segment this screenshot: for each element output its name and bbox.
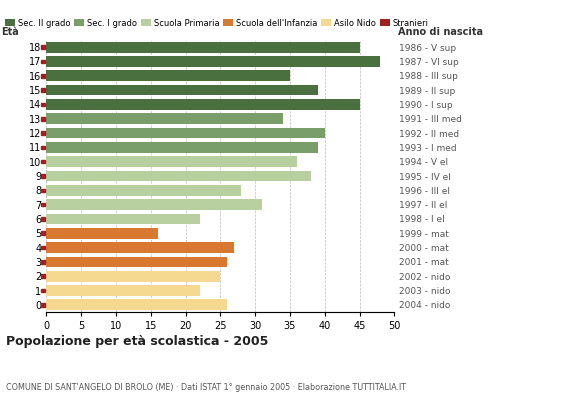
Bar	[41, 174, 45, 178]
Bar	[46, 171, 311, 181]
Bar	[41, 203, 45, 206]
Bar	[46, 228, 158, 239]
Bar	[41, 246, 45, 249]
Bar	[41, 217, 45, 221]
Bar	[46, 271, 220, 282]
Bar	[46, 285, 200, 296]
Bar	[41, 160, 45, 164]
Bar	[41, 117, 45, 120]
Bar	[46, 300, 227, 310]
Text: Anno di nascita: Anno di nascita	[398, 27, 483, 37]
Bar	[41, 88, 45, 92]
Bar	[46, 99, 360, 110]
Text: Età: Età	[1, 27, 19, 37]
Bar	[46, 70, 290, 81]
Bar	[46, 85, 318, 96]
Bar	[41, 74, 45, 78]
Bar	[41, 103, 45, 106]
Bar	[41, 260, 45, 264]
Bar	[46, 142, 318, 153]
Text: COMUNE DI SANT'ANGELO DI BROLO (ME) · Dati ISTAT 1° gennaio 2005 · Elaborazione : COMUNE DI SANT'ANGELO DI BROLO (ME) · Da…	[6, 383, 406, 392]
Bar	[41, 232, 45, 235]
Bar	[41, 274, 45, 278]
Text: Popolazione per età scolastica - 2005: Popolazione per età scolastica - 2005	[6, 335, 268, 348]
Bar	[46, 242, 234, 253]
Bar	[41, 131, 45, 135]
Bar	[46, 128, 325, 138]
Bar	[41, 303, 45, 307]
Bar	[41, 289, 45, 292]
Legend: Sec. II grado, Sec. I grado, Scuola Primaria, Scuola dell'Infanzia, Asilo Nido, : Sec. II grado, Sec. I grado, Scuola Prim…	[5, 19, 429, 28]
Bar	[41, 60, 45, 63]
Bar	[46, 214, 200, 224]
Bar	[46, 113, 283, 124]
Bar	[46, 156, 297, 167]
Bar	[41, 45, 45, 49]
Bar	[46, 256, 227, 267]
Bar	[41, 146, 45, 149]
Bar	[46, 185, 241, 196]
Bar	[46, 199, 262, 210]
Bar	[46, 56, 380, 67]
Bar	[41, 188, 45, 192]
Bar	[46, 42, 360, 52]
